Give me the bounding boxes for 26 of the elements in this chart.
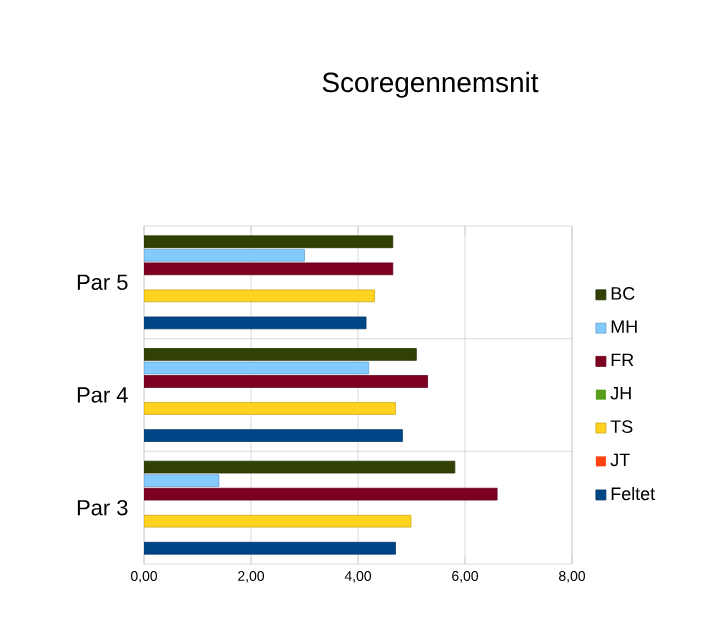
y-tick-label: Par 4 xyxy=(77,387,128,403)
y-tick-label: Par 3 xyxy=(77,499,128,516)
legend-label: FR xyxy=(611,353,634,367)
chart-title: Scoregennemsnit xyxy=(322,71,539,98)
bar xyxy=(144,348,417,361)
bar xyxy=(144,262,394,276)
bar xyxy=(144,375,428,388)
bar xyxy=(144,289,375,303)
bar xyxy=(144,460,456,474)
bar xyxy=(144,248,305,262)
y-tick-label: Par 5 xyxy=(77,274,128,290)
legend-label: Feltet xyxy=(611,486,655,501)
legend-label: JH xyxy=(610,387,631,400)
bar xyxy=(144,487,498,501)
bar xyxy=(144,474,220,487)
bar xyxy=(144,402,396,415)
bar xyxy=(144,541,396,555)
bar xyxy=(144,316,367,330)
bar xyxy=(144,429,403,442)
legend-label: MH xyxy=(611,320,637,333)
legend-label: JT xyxy=(610,453,630,467)
bar xyxy=(144,361,370,375)
bar xyxy=(144,235,394,249)
bar xyxy=(144,514,412,528)
legend-label: TS xyxy=(610,420,633,433)
legend-label: BC xyxy=(611,287,635,300)
